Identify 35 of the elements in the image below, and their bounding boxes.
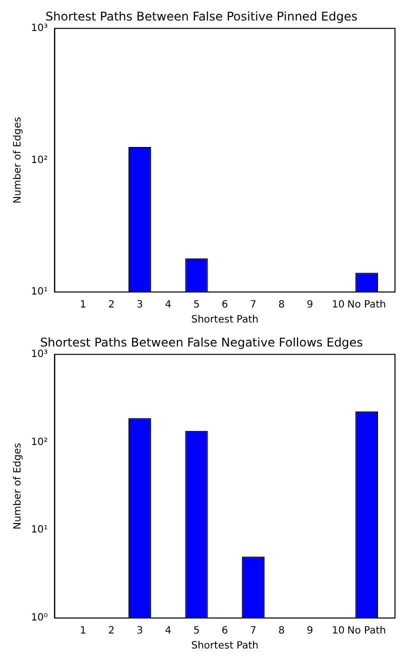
x-tick-label: 5: [193, 300, 200, 311]
chart-title: Shortest Paths Between False Positive Pinned Edges: [46, 9, 358, 24]
x-tick-label: 9: [306, 300, 314, 311]
x-tick-label: No Path: [347, 626, 386, 637]
x-tick-label: 6: [222, 300, 228, 311]
y-tick-label: 10²: [31, 436, 48, 448]
y-tick-label: 10¹: [31, 524, 48, 536]
x-tick-label: 8: [278, 626, 285, 637]
x-tick-label: 8: [278, 300, 285, 311]
y-axis-title: Number of Edges: [12, 442, 24, 530]
x-tick-label: 7: [250, 626, 256, 637]
x-tick-label: No Path: [347, 300, 386, 311]
x-tick-label: 10: [332, 626, 345, 637]
x-tick-label: 10: [332, 300, 345, 311]
x-tick-label: 7: [250, 300, 256, 311]
x-tick-label: 6: [222, 626, 228, 637]
x-axis-title: Shortest Path: [191, 640, 258, 652]
x-tick-label: 3: [136, 626, 143, 637]
x-tick-label: 5: [193, 626, 200, 637]
y-axis-title: Number of Edges: [12, 116, 24, 204]
x-tick-label: 9: [306, 626, 314, 637]
x-tick-label: 4: [164, 626, 172, 637]
y-tick-label: 10⁰: [31, 612, 48, 624]
chart-title: Shortest Paths Between False Negative Follows Edges: [40, 335, 363, 350]
x-axis-title: Shortest Path: [191, 314, 258, 326]
y-tick-label: 10³: [31, 22, 48, 34]
x-tick-label: 2: [108, 626, 115, 637]
x-tick-label: 1: [80, 626, 86, 637]
x-tick-label: 1: [80, 300, 86, 311]
x-tick-label: 2: [108, 300, 115, 311]
x-tick-label: 4: [164, 300, 172, 311]
y-tick-label: 10²: [31, 154, 48, 166]
x-tick-label: 3: [136, 300, 143, 311]
y-tick-label: 10³: [31, 348, 48, 360]
y-tick-label: 10¹: [31, 286, 48, 298]
